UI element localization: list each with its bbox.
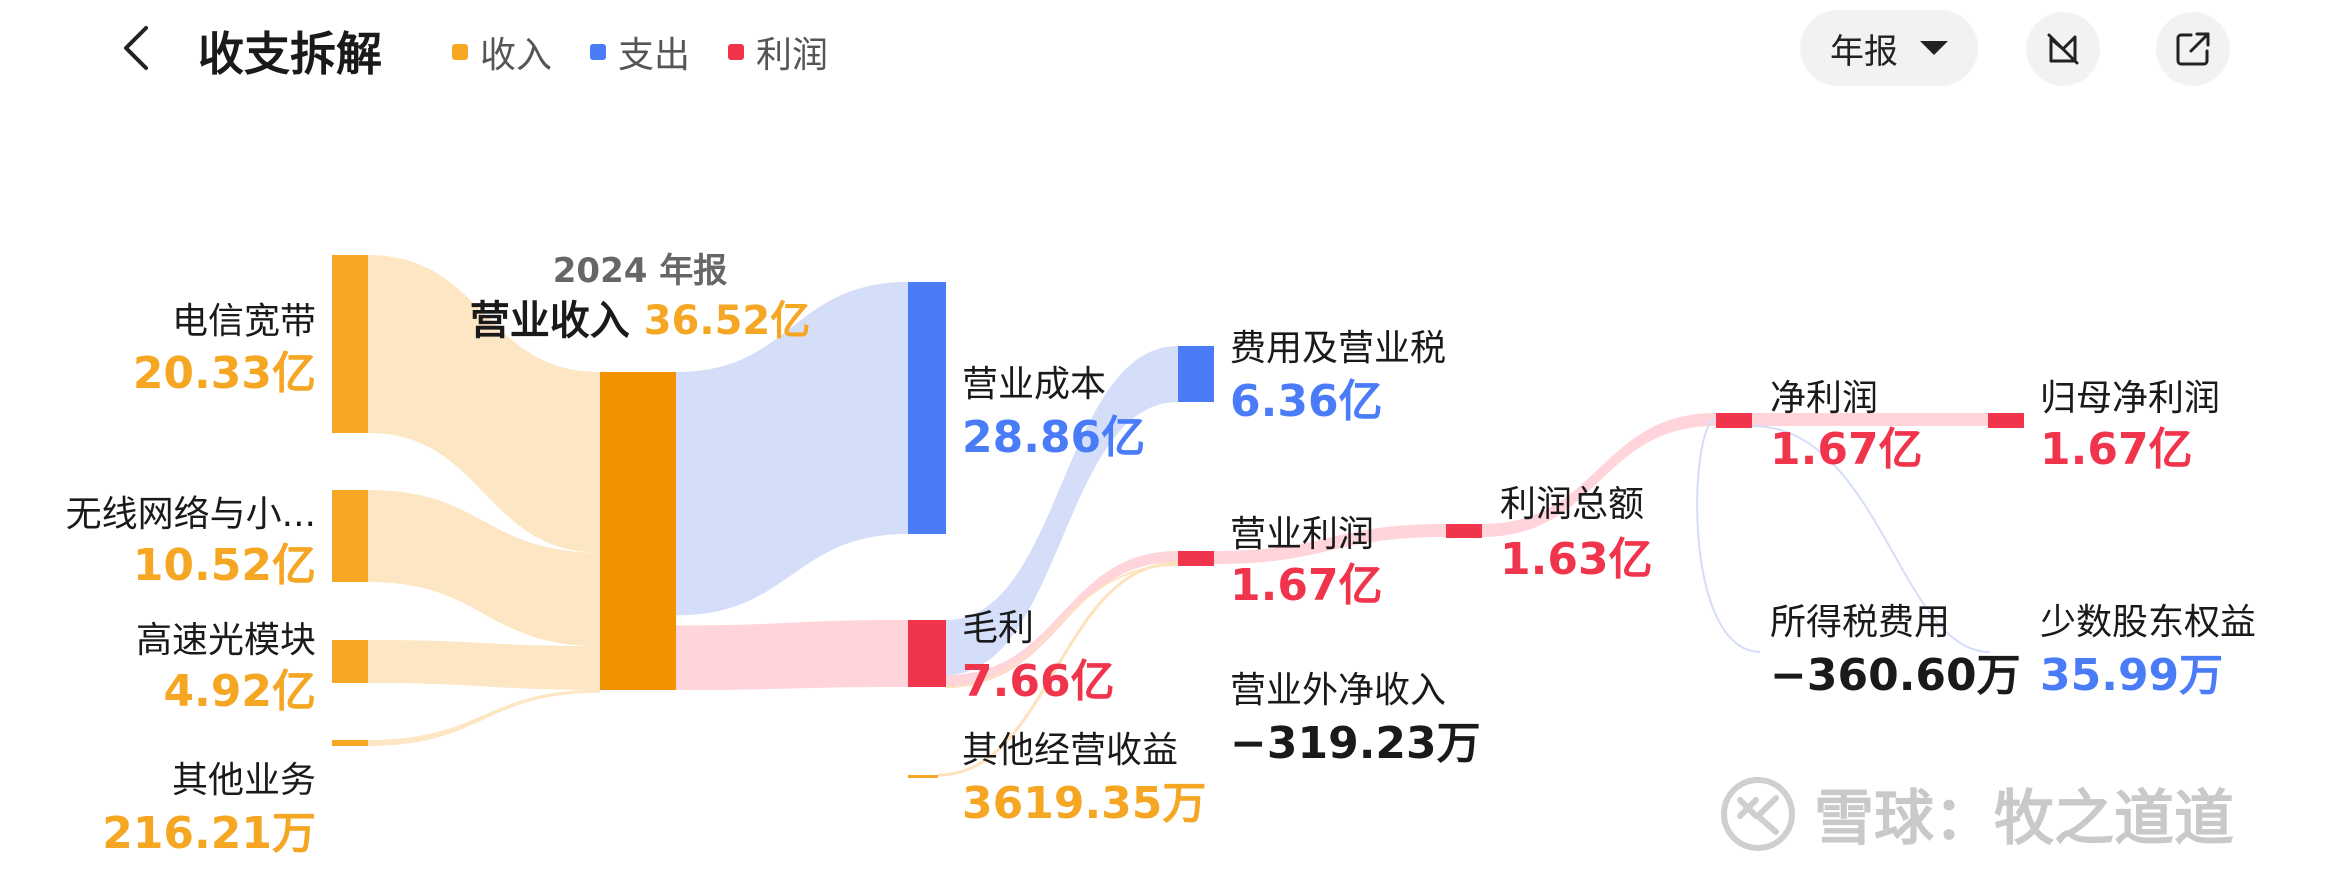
node-bar-dxkd: [332, 255, 368, 433]
chevron-down-icon: [1920, 41, 1948, 55]
node-value-gsgmk: 4.92亿: [163, 666, 316, 717]
node-label-wxwl: 无线网络与小...: [66, 494, 316, 535]
node-label-ml: 毛利: [962, 608, 1034, 649]
legend-item-income: 收入: [452, 26, 552, 78]
link-wxwl-yysr: [368, 490, 600, 647]
legend: 收入 支出 利润: [452, 26, 828, 78]
watermark-text: 雪球：牧之道道: [1814, 784, 2234, 854]
node-bar-wxwl: [332, 490, 368, 582]
link-gsgmk-yysr: [368, 640, 600, 690]
node-label-lrze: 利润总额: [1500, 484, 1644, 525]
link-ml-yylr-thin: [945, 564, 1179, 688]
chart-subtitle: 2024 年报: [553, 251, 727, 291]
link-dxkd-yysr: [368, 255, 600, 553]
node-value-sdsfy: −360.60万: [1770, 650, 2021, 701]
node-bar-ml: [908, 620, 946, 687]
node-bar-lrze: [1446, 524, 1482, 538]
snowball-logo-icon: [1721, 776, 1795, 851]
legend-item-expense: 支出: [590, 26, 690, 78]
link-jlr-gmjlr: [1752, 413, 1988, 426]
share-icon[interactable]: [2156, 12, 2230, 86]
root-label: 营业收入: [470, 298, 644, 344]
node-bar-qtjysy: [908, 775, 938, 778]
node-label-sdsfy: 所得税费用: [1770, 602, 1950, 643]
node-label-gsgmk: 高速光模块: [136, 620, 316, 661]
node-value-ssgdqy: 35.99万: [2040, 650, 2223, 701]
node-bar-gmjlr: [1988, 413, 2024, 428]
hide-chart-icon[interactable]: [2026, 12, 2100, 86]
link-yysr-yycb: [676, 282, 908, 616]
node-label-yycb: 营业成本: [962, 364, 1106, 405]
link-jlr-ssgdqy: [1751, 425, 1991, 653]
watermark: 雪球：牧之道道: [1718, 770, 2234, 857]
legend-label-profit: 利润: [756, 35, 829, 76]
link-qtyw-yysr: [368, 689, 600, 746]
node-label-yylr: 营业利润: [1230, 514, 1374, 555]
node-label-dxkd: 电信宽带: [172, 301, 316, 342]
node-label-qtjysy: 其他经营收益: [962, 730, 1178, 771]
node-value-lrze: 1.63亿: [1500, 534, 1653, 585]
back-icon[interactable]: [112, 20, 162, 76]
sankey-nodes: [332, 255, 2024, 778]
sankey-links: [368, 255, 1991, 777]
legend-label-income: 收入: [480, 35, 553, 76]
node-bar-fyyys: [1178, 346, 1214, 402]
node-bar-yysr: [600, 372, 676, 690]
page-title: 收支拆解: [198, 27, 382, 81]
node-value-yycb: 28.86亿: [962, 412, 1145, 463]
link-qtjysy-yylr: [937, 561, 1179, 777]
node-bar-yylr: [1178, 551, 1214, 566]
legend-swatch-expense: [590, 44, 607, 60]
node-label-yywjsr: 营业外净收入: [1230, 670, 1446, 711]
period-select[interactable]: 年报: [1800, 10, 1978, 86]
node-value-gmjlr: 1.67亿: [2040, 424, 2193, 475]
node-bar-jlr: [1716, 413, 1752, 428]
link-yylr-lrze: [1214, 524, 1446, 564]
period-label: 年报: [1830, 31, 1898, 72]
node-bar-yycb: [908, 282, 946, 534]
node-label-ssgdqy: 少数股东权益: [2040, 602, 2256, 643]
link-yysr-ml: [676, 620, 908, 690]
legend-swatch-profit: [728, 44, 745, 60]
node-label-fyyys: 费用及营业税: [1230, 328, 1446, 369]
node-value-yylr: 1.67亿: [1230, 560, 1383, 611]
node-bar-qtyw: [332, 740, 368, 746]
link-ml-yylr: [946, 551, 1178, 687]
node-bar-gsgmk: [332, 640, 368, 683]
legend-item-profit: 利润: [728, 26, 828, 78]
node-value-dxkd: 20.33亿: [133, 348, 316, 399]
link-lrze-jlr: [1482, 413, 1716, 537]
link-ml-fyyys: [946, 346, 1178, 675]
legend-label-expense: 支出: [618, 35, 691, 76]
node-value-qtyw: 216.21万: [102, 808, 316, 859]
node-label-gmjlr: 归母净利润: [2040, 378, 2220, 419]
root-label-wrap: 营业收入 36.52亿: [470, 298, 810, 344]
link-jlr-sdsfy: [1696, 418, 1761, 653]
node-label-qtyw: 其他业务: [172, 760, 316, 801]
root-value: 36.52亿: [644, 298, 811, 344]
legend-swatch-income: [452, 44, 468, 60]
node-value-fyyys: 6.36亿: [1230, 376, 1383, 427]
node-value-wxwl: 10.52亿: [133, 540, 316, 591]
node-value-ml: 7.66亿: [962, 656, 1115, 707]
node-value-qtjysy: 3619.35万: [962, 778, 1206, 829]
node-label-jlr: 净利润: [1770, 378, 1878, 419]
node-value-jlr: 1.67亿: [1770, 424, 1923, 475]
node-value-yywjsr: −319.23万: [1230, 718, 1481, 769]
header-bar: 收支拆解 收入 支出 利润 年报: [0, 0, 2352, 100]
